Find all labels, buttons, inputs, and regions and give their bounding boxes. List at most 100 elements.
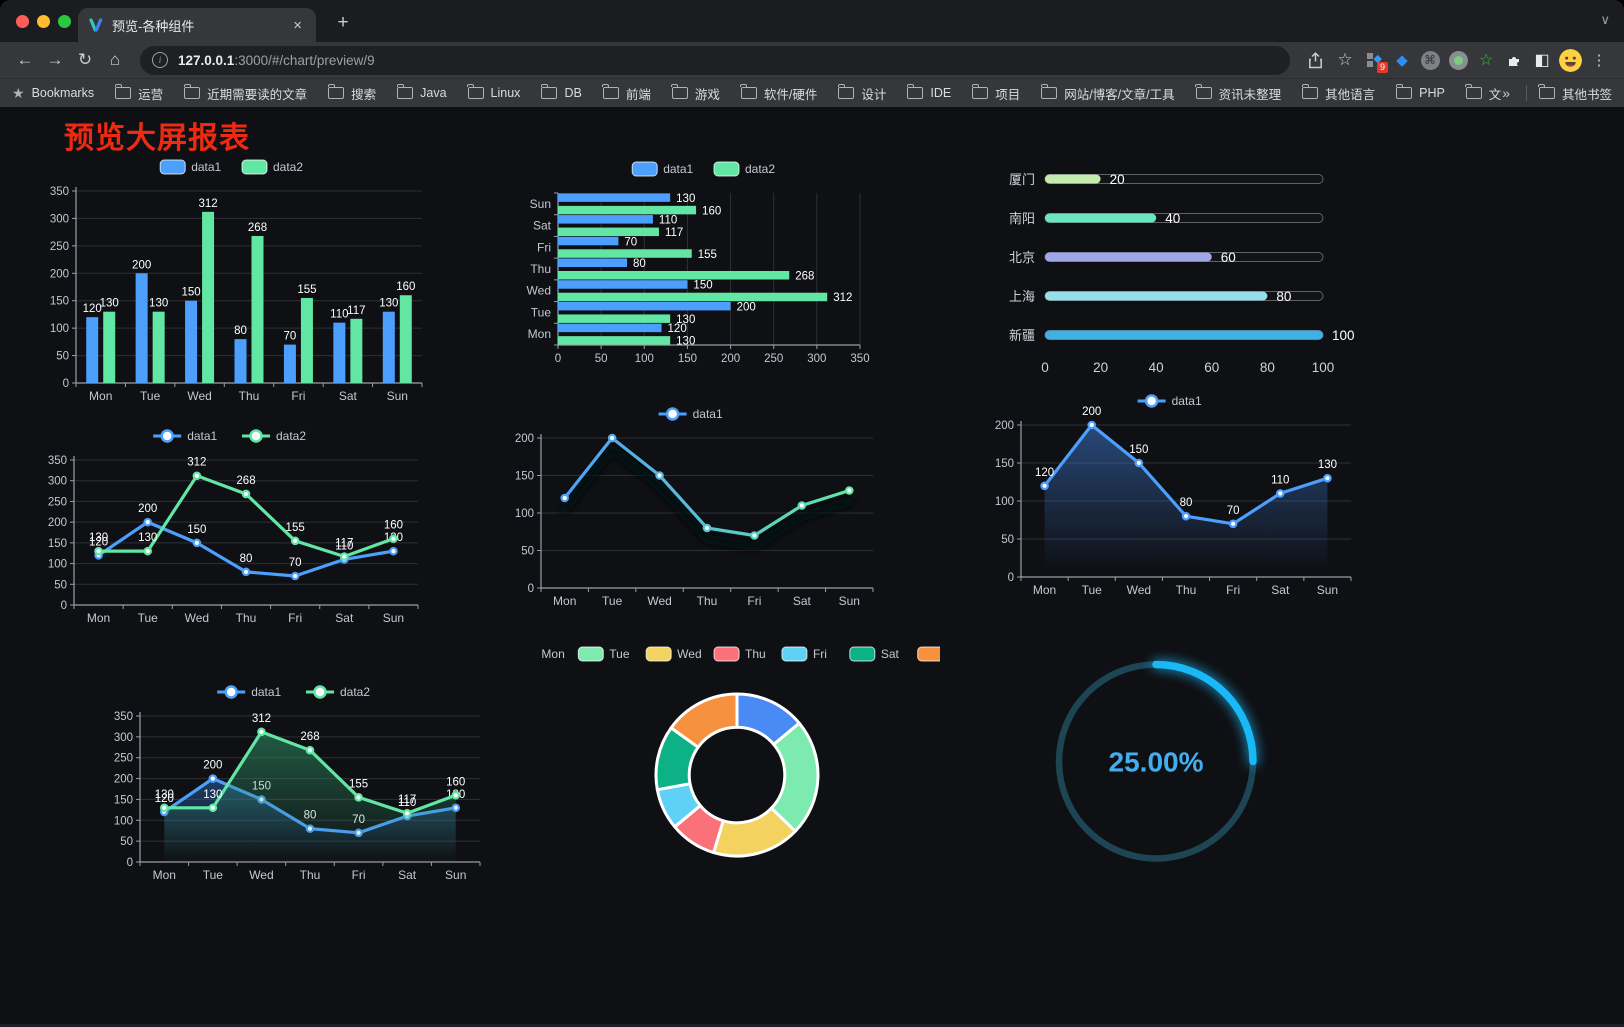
bookmark-folder[interactable]: PHP bbox=[1395, 84, 1445, 103]
bookmark-folder[interactable]: Java bbox=[396, 84, 447, 103]
area-fill-data2 bbox=[164, 731, 456, 862]
legend-item[interactable]: Sun bbox=[917, 646, 970, 662]
svg-text:北京: 北京 bbox=[1009, 250, 1035, 265]
maximize-window-button[interactable] bbox=[58, 15, 71, 28]
bar-data1 bbox=[558, 215, 653, 224]
svg-text:Wed: Wed bbox=[527, 284, 551, 298]
tabstrip-overflow-icon[interactable]: ∨ bbox=[1600, 12, 1610, 27]
legend-item[interactable]: Mon bbox=[509, 646, 565, 662]
other-bookmarks-folder[interactable]: 其他书签 bbox=[1538, 84, 1612, 103]
tab-close-icon[interactable]: × bbox=[293, 16, 302, 34]
legend-item[interactable]: Fri bbox=[781, 646, 827, 662]
area-fill-data1 bbox=[1044, 425, 1328, 577]
svg-text:80: 80 bbox=[633, 258, 646, 270]
svg-text:268: 268 bbox=[248, 222, 267, 234]
menu-kebab-icon[interactable]: ⋮ bbox=[1591, 52, 1607, 69]
svg-text:200: 200 bbox=[515, 433, 534, 445]
progress-fill-南阳 bbox=[1045, 213, 1157, 223]
data-point bbox=[607, 433, 617, 443]
svg-text:data1: data1 bbox=[191, 160, 221, 174]
legend-item[interactable]: Wed bbox=[645, 646, 702, 662]
bookmark-folder[interactable]: 软件/硬件 bbox=[740, 84, 817, 103]
share-icon[interactable] bbox=[1300, 45, 1330, 75]
svg-text:160: 160 bbox=[446, 776, 465, 788]
green-star-extension-icon[interactable]: ☆ bbox=[1478, 52, 1494, 69]
new-tab-button[interactable]: + bbox=[337, 12, 349, 33]
svg-text:100: 100 bbox=[995, 496, 1014, 508]
legend-item[interactable]: Tue bbox=[577, 646, 630, 662]
bookmark-folder[interactable]: 网站/博客/文章/工具 bbox=[1040, 84, 1175, 103]
browser-tab[interactable]: 预览-各种组件 × bbox=[78, 8, 316, 42]
bookmarks-overflow-icon[interactable]: » bbox=[1502, 85, 1510, 101]
legend-item[interactable]: data2 bbox=[241, 159, 303, 175]
bookmark-folder[interactable]: 文件服务器 bbox=[1465, 84, 1502, 103]
record-extension-icon[interactable] bbox=[1444, 45, 1472, 75]
site-info-icon[interactable]: i bbox=[152, 52, 168, 68]
legend-item[interactable]: data1 bbox=[159, 159, 222, 175]
svg-text:350: 350 bbox=[114, 711, 133, 723]
forward-icon[interactable]: → bbox=[46, 50, 64, 69]
legend-item[interactable]: data1 bbox=[1137, 394, 1202, 408]
legend-item[interactable]: data1 bbox=[217, 685, 282, 699]
svg-text:Fri: Fri bbox=[813, 647, 827, 661]
data-point bbox=[208, 803, 218, 813]
svg-text:200: 200 bbox=[737, 301, 756, 313]
bookmark-folder[interactable]: Linux bbox=[467, 84, 520, 103]
svg-text:120: 120 bbox=[83, 303, 102, 315]
horizontal-bar-chart: data1 data2 0 50 100 150 200 250 300 350 Sun Sat Fri… bbox=[520, 153, 892, 373]
progress-fill-北京 bbox=[1045, 252, 1212, 262]
profile-avatar[interactable] bbox=[1556, 45, 1584, 75]
data-point bbox=[560, 493, 570, 503]
legend-item[interactable]: Thu bbox=[713, 646, 766, 662]
legend-item[interactable]: data2 bbox=[306, 685, 370, 699]
legend-item[interactable]: data1 bbox=[153, 429, 218, 443]
bookmark-folder[interactable]: 前端 bbox=[602, 84, 651, 103]
bookmark-folder[interactable]: IDE bbox=[906, 84, 951, 103]
minimize-window-button[interactable] bbox=[37, 15, 50, 28]
grouped-bar-chart-canvas: data1 data2 0 50 100 150 200 250 300 350 Mon Tue Wed… bbox=[50, 159, 423, 403]
gem-extension-icon[interactable]: ◆ bbox=[1396, 52, 1408, 69]
address-bar[interactable]: i 127.0.0.1:3000/#/chart/preview/9 bbox=[140, 45, 1290, 75]
bookmark-star-icon[interactable]: ☆ bbox=[1337, 50, 1353, 69]
progress-bar-chart-canvas: 厦门 20 南阳 40 北京 60 上海 80 新疆 100 0 20 40 60 80 100 bbox=[1009, 172, 1355, 375]
folder-icon bbox=[183, 84, 201, 99]
svg-text:Sun: Sun bbox=[445, 868, 466, 882]
svg-text:0: 0 bbox=[555, 353, 561, 365]
svg-text:110: 110 bbox=[330, 309, 348, 321]
page-title: 预览大屏报表 bbox=[64, 122, 250, 155]
bookmark-folder[interactable]: DB bbox=[540, 84, 582, 103]
svg-text:data2: data2 bbox=[340, 685, 370, 699]
extension-grid-icon[interactable]: ◆ 9 bbox=[1360, 45, 1388, 75]
legend-item[interactable]: data2 bbox=[242, 429, 306, 443]
bookmark-folder[interactable]: 游戏 bbox=[671, 84, 720, 103]
legend-item[interactable]: Sat bbox=[849, 646, 900, 662]
close-window-button[interactable] bbox=[16, 15, 29, 28]
bookmark-folder[interactable]: 设计 bbox=[837, 84, 886, 103]
svg-text:250: 250 bbox=[50, 241, 69, 253]
bookmark-folder[interactable]: 运营 bbox=[115, 84, 163, 103]
contrast-extension-icon[interactable]: ◧ bbox=[1534, 52, 1550, 69]
puzzle-extensions-icon[interactable] bbox=[1500, 45, 1528, 75]
svg-text:100: 100 bbox=[114, 815, 133, 827]
bookmark-folder[interactable]: 搜索 bbox=[327, 84, 376, 103]
reload-icon[interactable]: ↻ bbox=[77, 50, 93, 69]
back-icon[interactable]: ← bbox=[16, 50, 34, 69]
home-icon[interactable]: ⌂ bbox=[109, 50, 121, 69]
bookmark-folder[interactable]: 其他语言 bbox=[1301, 84, 1375, 103]
legend-item[interactable]: data1 bbox=[631, 161, 694, 177]
pie-slice-Sun[interactable] bbox=[669, 692, 739, 749]
bar-data1 bbox=[86, 317, 99, 383]
svg-text:Wed: Wed bbox=[1127, 583, 1151, 597]
svg-text:100: 100 bbox=[515, 508, 534, 520]
svg-text:130: 130 bbox=[155, 789, 174, 801]
legend-item[interactable]: data1 bbox=[658, 407, 723, 421]
bookmark-folder[interactable]: 资讯未整理 bbox=[1195, 84, 1281, 103]
bookmarks-manager-item[interactable]: ★ Bookmarks bbox=[12, 84, 95, 101]
bookmark-folder[interactable]: 项目 bbox=[971, 84, 1020, 103]
command-extension-icon[interactable]: ⌘ bbox=[1416, 45, 1444, 75]
legend-item[interactable]: data2 bbox=[713, 161, 775, 177]
svg-text:200: 200 bbox=[50, 268, 69, 280]
svg-text:130: 130 bbox=[138, 532, 157, 544]
bookmark-folder[interactable]: 近期需要读的文章 bbox=[183, 84, 307, 103]
svg-text:0: 0 bbox=[1041, 360, 1049, 375]
